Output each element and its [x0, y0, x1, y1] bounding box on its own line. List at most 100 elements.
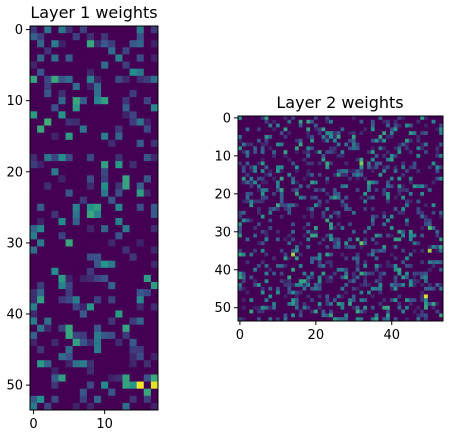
heatmap-cell: [150, 296, 159, 304]
heatmap-cell: [313, 210, 319, 216]
heatmap-cell: [241, 157, 246, 162]
heatmap-cell: [272, 317, 277, 322]
heatmap-cell: [272, 252, 277, 257]
heatmap-cell: [420, 119, 425, 124]
heatmap-cell: [393, 180, 398, 185]
y-tick-label: 10: [6, 94, 23, 109]
heatmap-cell: [431, 169, 436, 174]
heatmap-cell: [424, 241, 429, 246]
heatmap-cell: [424, 245, 429, 250]
heatmap-cell: [256, 131, 262, 136]
heatmap-cell: [143, 253, 152, 262]
heatmap-cell: [260, 317, 265, 322]
heatmap-cell: [386, 153, 391, 159]
heatmap-cell: [136, 381, 145, 390]
heatmap-cell: [408, 188, 413, 193]
heatmap-cell: [150, 310, 159, 318]
heatmap-cell: [424, 218, 429, 223]
heatmap-cell: [30, 289, 38, 297]
heatmap-cell: [279, 180, 284, 185]
heatmap-cell: [389, 252, 394, 257]
heatmap-cell: [253, 233, 258, 238]
heatmap-cell: [115, 168, 123, 176]
heatmap-cell: [393, 150, 398, 155]
heatmap-cell: [264, 127, 269, 132]
heatmap-cell: [72, 61, 81, 70]
heatmap-cell: [367, 150, 372, 155]
heatmap-cell: [302, 313, 307, 318]
heatmap-cell: [283, 260, 288, 265]
heatmap-cell: [405, 203, 410, 208]
heatmap-cell: [363, 260, 368, 265]
heatmap-cell: [253, 138, 258, 143]
heatmap-cell: [370, 134, 376, 140]
heatmap-cell: [336, 138, 341, 143]
heatmap-cell: [367, 207, 372, 212]
heatmap-cell: [359, 146, 364, 151]
heatmap-cell: [37, 303, 45, 311]
heatmap-cell: [367, 309, 372, 314]
heatmap-cell: [386, 252, 391, 257]
heatmap-cell: [370, 290, 376, 295]
heatmap-cell: [51, 353, 59, 361]
heatmap-cell: [268, 283, 273, 288]
heatmap-cell: [382, 283, 387, 288]
heatmap-cell: [136, 324, 145, 333]
heatmap-cell: [355, 146, 360, 151]
heatmap-cell: [245, 195, 250, 200]
heatmap-cell: [37, 33, 45, 41]
heatmap-cell: [65, 246, 74, 254]
heatmap-cell: [340, 256, 345, 261]
heatmap-cell: [378, 161, 383, 166]
heatmap-cell: [344, 161, 349, 166]
heatmap-cell: [310, 237, 315, 242]
heatmap-cell: [108, 40, 116, 48]
heatmap-cell: [336, 283, 341, 288]
heatmap-cell: [367, 199, 372, 204]
heatmap-cell: [108, 118, 116, 126]
heatmap-cell: [44, 360, 52, 368]
heatmap-cell: [393, 226, 398, 231]
heatmap-cell: [279, 298, 284, 303]
heatmap-cell: [424, 309, 429, 314]
heatmap-cell: [238, 169, 243, 174]
heatmap-cell: [249, 123, 254, 128]
heatmap-cell: [150, 182, 159, 190]
heatmap-cell: [86, 360, 95, 368]
heatmap-cell: [272, 165, 277, 170]
heatmap-cell: [351, 203, 357, 208]
heatmap-cell: [283, 142, 288, 147]
heatmap-cell: [283, 188, 288, 193]
heatmap-cell: [260, 176, 265, 181]
heatmap-cell: [351, 222, 357, 227]
heatmap-cell: [122, 246, 130, 254]
heatmap-cell: [79, 97, 88, 105]
heatmap-cell: [302, 283, 307, 288]
heatmap-cell: [150, 218, 159, 226]
heatmap-cell: [348, 256, 353, 261]
heatmap-cell: [306, 245, 311, 250]
heatmap-cell: [424, 127, 429, 132]
heatmap-cell: [317, 203, 322, 208]
heatmap-cell: [136, 346, 145, 354]
heatmap-cell: [51, 90, 59, 98]
heatmap-cell: [378, 298, 383, 303]
heatmap-cell: [275, 169, 281, 174]
heatmap-cell: [386, 210, 391, 216]
heatmap-cell: [264, 142, 269, 147]
heatmap-cell: [101, 54, 109, 62]
heatmap-cell: [37, 402, 45, 411]
heatmap-cell: [317, 142, 322, 147]
heatmap-cell: [260, 116, 265, 121]
heatmap-cell: [298, 191, 303, 197]
heatmap-cell: [260, 294, 265, 299]
heatmap-cell: [393, 172, 398, 178]
heatmap-cell: [241, 169, 246, 174]
heatmap-cell: [401, 305, 406, 310]
heatmap-cell: [329, 116, 334, 121]
heatmap-cell: [253, 184, 258, 189]
heatmap-cell: [367, 127, 372, 132]
heatmap-cell: [268, 294, 273, 299]
heatmap-cell: [58, 168, 66, 176]
heatmap-cell: [58, 90, 66, 98]
